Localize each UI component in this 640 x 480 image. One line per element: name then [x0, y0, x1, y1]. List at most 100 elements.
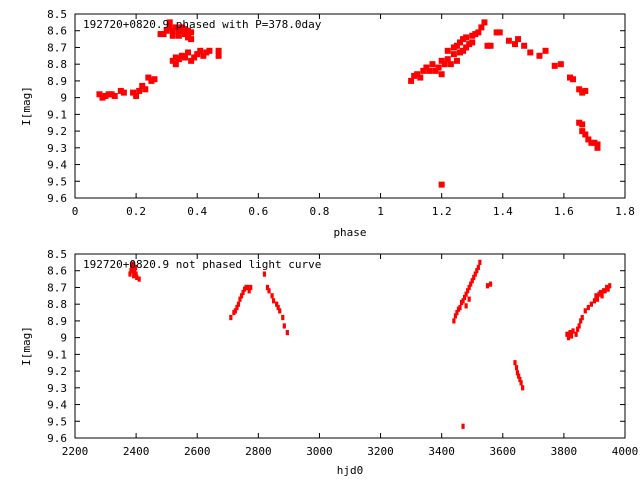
- x-tick-label: 0.4: [187, 205, 207, 218]
- data-point: [241, 289, 245, 296]
- data-point: [262, 271, 267, 277]
- data-point: [133, 92, 140, 99]
- phased-light-curve-panel: 0 0.2 0.4 0.6 0.8 1 1.2 1.4 1.6 1.8 8.5 8.6 8.7 8.8 8.…: [20, 8, 635, 239]
- y-tick-label: 9.2: [47, 125, 67, 138]
- data-point: [203, 49, 210, 56]
- data-point: [185, 34, 192, 41]
- data-point: [579, 318, 583, 324]
- data-point: [182, 54, 188, 61]
- data-point: [469, 39, 476, 46]
- data-point: [576, 326, 580, 332]
- data-point: [411, 72, 418, 79]
- x-tick-label: 3400: [428, 445, 455, 458]
- data-point: [246, 284, 250, 291]
- y-tick-label: 9.4: [47, 159, 67, 172]
- data-point: [571, 328, 575, 334]
- data-point: [450, 51, 457, 58]
- x-tick-label: 2200: [62, 445, 89, 458]
- data-point: [514, 365, 519, 371]
- data-point: [160, 31, 167, 38]
- data-point: [457, 49, 463, 56]
- data-point: [574, 331, 578, 337]
- data-point: [536, 52, 543, 59]
- data-point: [594, 144, 601, 151]
- data-point: [470, 278, 474, 284]
- data-point: [200, 52, 207, 59]
- data-point: [247, 288, 251, 294]
- data-point: [270, 293, 274, 299]
- x-axis-label: hjd0: [337, 464, 364, 477]
- data-point: [139, 82, 146, 89]
- data-point: [588, 139, 595, 146]
- data-point: [493, 29, 500, 36]
- data-point: [463, 34, 470, 41]
- data-point: [466, 41, 473, 48]
- x-tick-label: 0: [72, 205, 79, 218]
- data-point: [285, 330, 289, 336]
- data-point: [594, 141, 601, 148]
- data-point: [557, 61, 564, 68]
- x-axis-label: phase: [333, 226, 366, 239]
- data-point: [521, 385, 525, 391]
- data-point: [521, 42, 528, 49]
- x-tick-label: 1.6: [554, 205, 574, 218]
- data-point: [453, 42, 460, 49]
- data-point: [461, 423, 465, 429]
- data-point: [166, 19, 173, 26]
- x-tick-label: 0.8: [310, 205, 330, 218]
- data-point: [598, 289, 603, 296]
- data-point: [577, 323, 581, 329]
- data-point: [145, 74, 152, 81]
- data-point: [452, 318, 456, 324]
- data-point: [108, 91, 115, 98]
- data-point: [472, 274, 476, 281]
- data-point: [453, 57, 460, 64]
- data-point: [461, 298, 465, 304]
- data-point: [567, 74, 573, 81]
- x-tick-label: 2400: [123, 445, 150, 458]
- data-point: [206, 47, 213, 54]
- data-point: [131, 261, 135, 267]
- x-tick-label: 1.4: [493, 205, 513, 218]
- data-point: [432, 67, 439, 74]
- data-point: [580, 314, 584, 321]
- data-point: [426, 67, 433, 74]
- x-tick-label: 2600: [184, 445, 211, 458]
- y-tick-label: 9.4: [47, 399, 67, 412]
- data-point: [128, 271, 132, 277]
- plot-frame: [74, 253, 626, 439]
- x-tick-label: 4000: [612, 445, 639, 458]
- data-point: [488, 281, 493, 287]
- data-point: [589, 301, 593, 307]
- data-point: [178, 27, 185, 34]
- x-tick-label: 0.2: [126, 205, 146, 218]
- data-point: [438, 181, 445, 188]
- data-point: [476, 264, 480, 270]
- y-tick-label: 9.2: [47, 365, 67, 378]
- data-point: [275, 301, 279, 307]
- data-point: [235, 304, 239, 311]
- data-point: [566, 335, 571, 341]
- data-point: [178, 24, 185, 31]
- data-point: [583, 308, 587, 314]
- x-tick-label: 3600: [490, 445, 517, 458]
- data-point: [513, 360, 517, 366]
- data-point: [518, 376, 522, 383]
- x-tick-label: 2800: [245, 445, 272, 458]
- y-tick-label: 9.6: [47, 432, 67, 445]
- data-point: [151, 76, 158, 83]
- data-point: [429, 61, 436, 68]
- y-tick-label: 8.9: [47, 315, 67, 328]
- data-point: [467, 296, 471, 302]
- data-point: [594, 293, 598, 299]
- data-point: [515, 370, 520, 376]
- data-point: [175, 32, 182, 39]
- data-point: [458, 304, 462, 311]
- data-point: [579, 89, 586, 96]
- y-tick-label: 8.9: [47, 75, 67, 88]
- data-point: [172, 54, 179, 61]
- data-point: [463, 44, 470, 51]
- data-point: [569, 333, 574, 339]
- data-point: [447, 61, 454, 68]
- plot-frame: [74, 13, 626, 199]
